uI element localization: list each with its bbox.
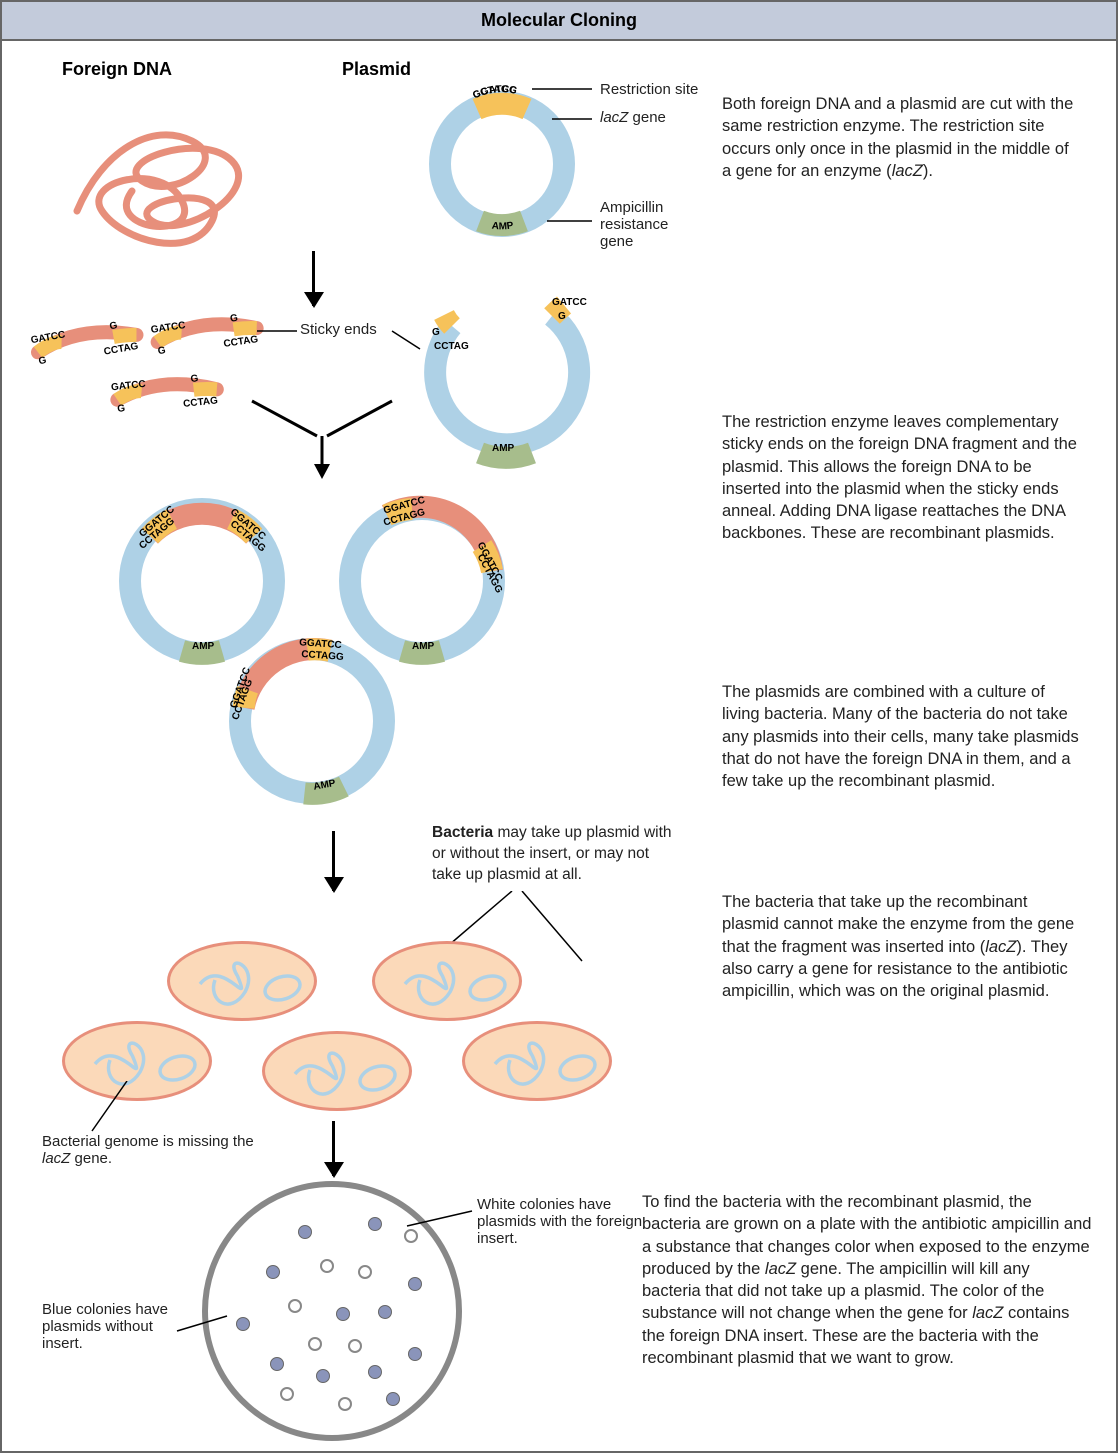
white-colony: [280, 1387, 294, 1401]
figure-container: Molecular Cloning Foreign DNA Plasmid GG…: [0, 0, 1118, 1453]
arrow-2: [332, 831, 335, 891]
bacterium-cell: [372, 941, 522, 1021]
svg-text:AMP: AMP: [492, 443, 515, 454]
foreign-dna-illustration: [62, 91, 282, 251]
recombinant-plasmids: GGATCC CCTAGG GGATCC CCTAGG AMP GGATCC C…: [62, 471, 622, 821]
paragraph-2: The restriction enzyme leaves complement…: [722, 411, 1082, 545]
blue-colony: [378, 1305, 392, 1319]
plasmid-cut: G CCTAG GATCC G AMP: [392, 281, 622, 481]
figure-title: Molecular Cloning: [2, 2, 1116, 41]
svg-text:G: G: [117, 403, 126, 415]
svg-text:AMP: AMP: [412, 641, 435, 652]
heading-foreign-dna: Foreign DNA: [62, 59, 172, 80]
figure-body: Foreign DNA Plasmid GGATCC CCTAGG AMP: [2, 41, 1116, 1451]
blue-colony: [270, 1357, 284, 1371]
svg-text:G: G: [558, 311, 566, 322]
white-colony: [288, 1299, 302, 1313]
blue-colony: [408, 1277, 422, 1291]
blue-colony: [408, 1347, 422, 1361]
blue-colony: [236, 1317, 250, 1331]
white-colony: [358, 1265, 372, 1279]
paragraph-1: Both foreign DNA and a plasmid are cut w…: [722, 93, 1082, 182]
blue-colony: [368, 1217, 382, 1231]
svg-text:AMP: AMP: [491, 220, 514, 232]
bacterium-cell: [167, 941, 317, 1021]
svg-text:G: G: [38, 355, 48, 367]
label-amp-resistance: Ampicillin resistance gene: [600, 199, 668, 250]
svg-text:AMP: AMP: [192, 641, 215, 652]
white-colony: [338, 1397, 352, 1411]
svg-text:G: G: [157, 345, 166, 357]
svg-text:CCTAG: CCTAG: [434, 341, 469, 352]
blue-colony: [386, 1392, 400, 1406]
svg-text:G: G: [432, 327, 440, 338]
label-restriction-site: Restriction site: [600, 81, 698, 98]
blue-colony: [316, 1369, 330, 1383]
blue-colony: [336, 1307, 350, 1321]
label-white-colonies: White colonies have plasmids with the fo…: [477, 1196, 647, 1247]
paragraph-3: The plasmids are combined with a culture…: [722, 681, 1082, 792]
label-lacz-gene: lacZ gene: [600, 109, 666, 126]
merge-arrows: [232, 391, 412, 481]
blue-colony: [266, 1265, 280, 1279]
paragraph-5: To find the bacteria with the recombinan…: [642, 1191, 1092, 1369]
bacterium-cell: [462, 1021, 612, 1101]
white-colony: [348, 1339, 362, 1353]
svg-text:G: G: [109, 320, 119, 332]
svg-text:G: G: [229, 313, 238, 325]
svg-text:CCTAG: CCTAG: [103, 341, 139, 358]
svg-text:CCTAGG: CCTAGG: [301, 649, 344, 663]
svg-text:GATCC: GATCC: [552, 297, 587, 308]
white-colony: [308, 1337, 322, 1351]
label-genome-missing: Bacterial genome is missing the lacZ gen…: [42, 1133, 272, 1167]
svg-text:CCTAG: CCTAG: [183, 395, 219, 410]
svg-text:G: G: [190, 373, 199, 385]
label-bacteria-note: Bacteria may take up plasmid with or wit…: [432, 823, 672, 886]
blue-colony: [298, 1225, 312, 1239]
label-sticky-ends: Sticky ends: [300, 321, 377, 338]
arrow-1: [312, 251, 315, 306]
blue-colony: [368, 1365, 382, 1379]
bacterium-cell: [262, 1031, 412, 1111]
paragraph-4: The bacteria that take up the recombinan…: [722, 891, 1082, 1002]
white-colony: [320, 1259, 334, 1273]
arrow-3: [332, 1121, 335, 1176]
genome-leader: [87, 1081, 167, 1141]
label-blue-colonies: Blue colonies have plasmids without inse…: [42, 1301, 192, 1352]
heading-plasmid: Plasmid: [342, 59, 411, 80]
